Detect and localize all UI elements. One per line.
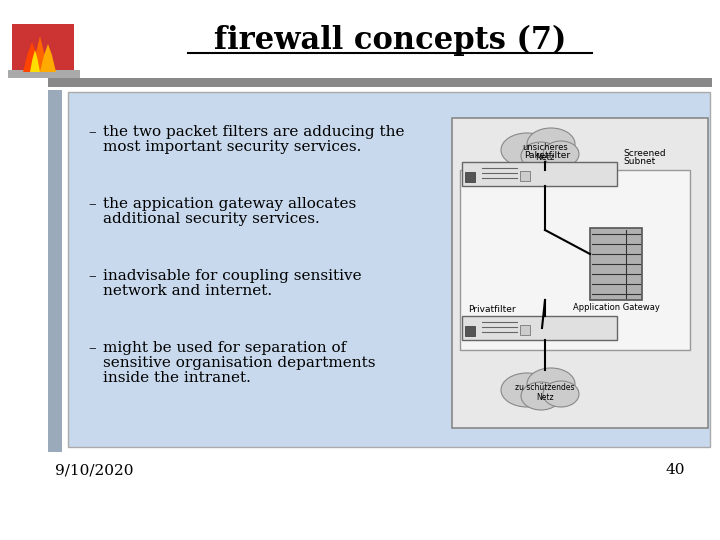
Ellipse shape: [521, 142, 561, 170]
Text: most important security services.: most important security services.: [103, 140, 361, 154]
FancyBboxPatch shape: [48, 78, 712, 87]
Text: Netz: Netz: [536, 153, 554, 163]
Text: Privatfilter: Privatfilter: [468, 305, 516, 314]
FancyBboxPatch shape: [12, 24, 74, 72]
Ellipse shape: [527, 368, 575, 400]
Text: –: –: [88, 341, 96, 355]
Text: 40: 40: [665, 463, 685, 477]
Text: Paketfilter: Paketfilter: [524, 151, 570, 160]
Text: the appication gateway allocates: the appication gateway allocates: [103, 197, 356, 211]
Text: unsicheres: unsicheres: [522, 144, 568, 152]
Ellipse shape: [521, 382, 561, 410]
FancyBboxPatch shape: [48, 90, 62, 452]
FancyBboxPatch shape: [465, 326, 475, 336]
FancyBboxPatch shape: [520, 325, 530, 335]
Text: 9/10/2020: 9/10/2020: [55, 463, 133, 477]
Text: might be used for separation of: might be used for separation of: [103, 341, 346, 355]
Text: –: –: [88, 269, 96, 283]
Text: network and internet.: network and internet.: [103, 284, 272, 298]
Text: inside the intranet.: inside the intranet.: [103, 371, 251, 385]
Text: Screened: Screened: [623, 149, 665, 158]
Text: –: –: [88, 125, 96, 139]
Ellipse shape: [501, 373, 553, 407]
Text: –: –: [88, 197, 96, 211]
FancyBboxPatch shape: [462, 316, 617, 340]
FancyBboxPatch shape: [8, 70, 80, 78]
FancyBboxPatch shape: [465, 172, 475, 182]
Text: inadvisable for coupling sensitive: inadvisable for coupling sensitive: [103, 269, 361, 283]
Ellipse shape: [543, 381, 579, 407]
Text: the two packet filters are adducing the: the two packet filters are adducing the: [103, 125, 405, 139]
Text: firewall concepts (7): firewall concepts (7): [214, 24, 566, 56]
Ellipse shape: [543, 141, 579, 167]
Text: sensitive organisation departments: sensitive organisation departments: [103, 356, 376, 370]
FancyBboxPatch shape: [590, 228, 642, 300]
Ellipse shape: [501, 133, 553, 167]
Polygon shape: [23, 42, 41, 72]
Text: additional security services.: additional security services.: [103, 212, 320, 226]
FancyBboxPatch shape: [460, 170, 690, 350]
Ellipse shape: [527, 128, 575, 160]
FancyBboxPatch shape: [462, 162, 617, 186]
FancyBboxPatch shape: [520, 171, 530, 181]
Polygon shape: [30, 50, 40, 72]
FancyBboxPatch shape: [452, 118, 708, 428]
Text: zu schützendes: zu schützendes: [516, 382, 575, 392]
Text: Netz: Netz: [536, 393, 554, 402]
Polygon shape: [40, 44, 56, 72]
Polygon shape: [33, 36, 47, 72]
Text: Subnet: Subnet: [623, 157, 655, 166]
FancyBboxPatch shape: [68, 92, 710, 447]
Text: Application Gateway: Application Gateway: [572, 303, 660, 312]
